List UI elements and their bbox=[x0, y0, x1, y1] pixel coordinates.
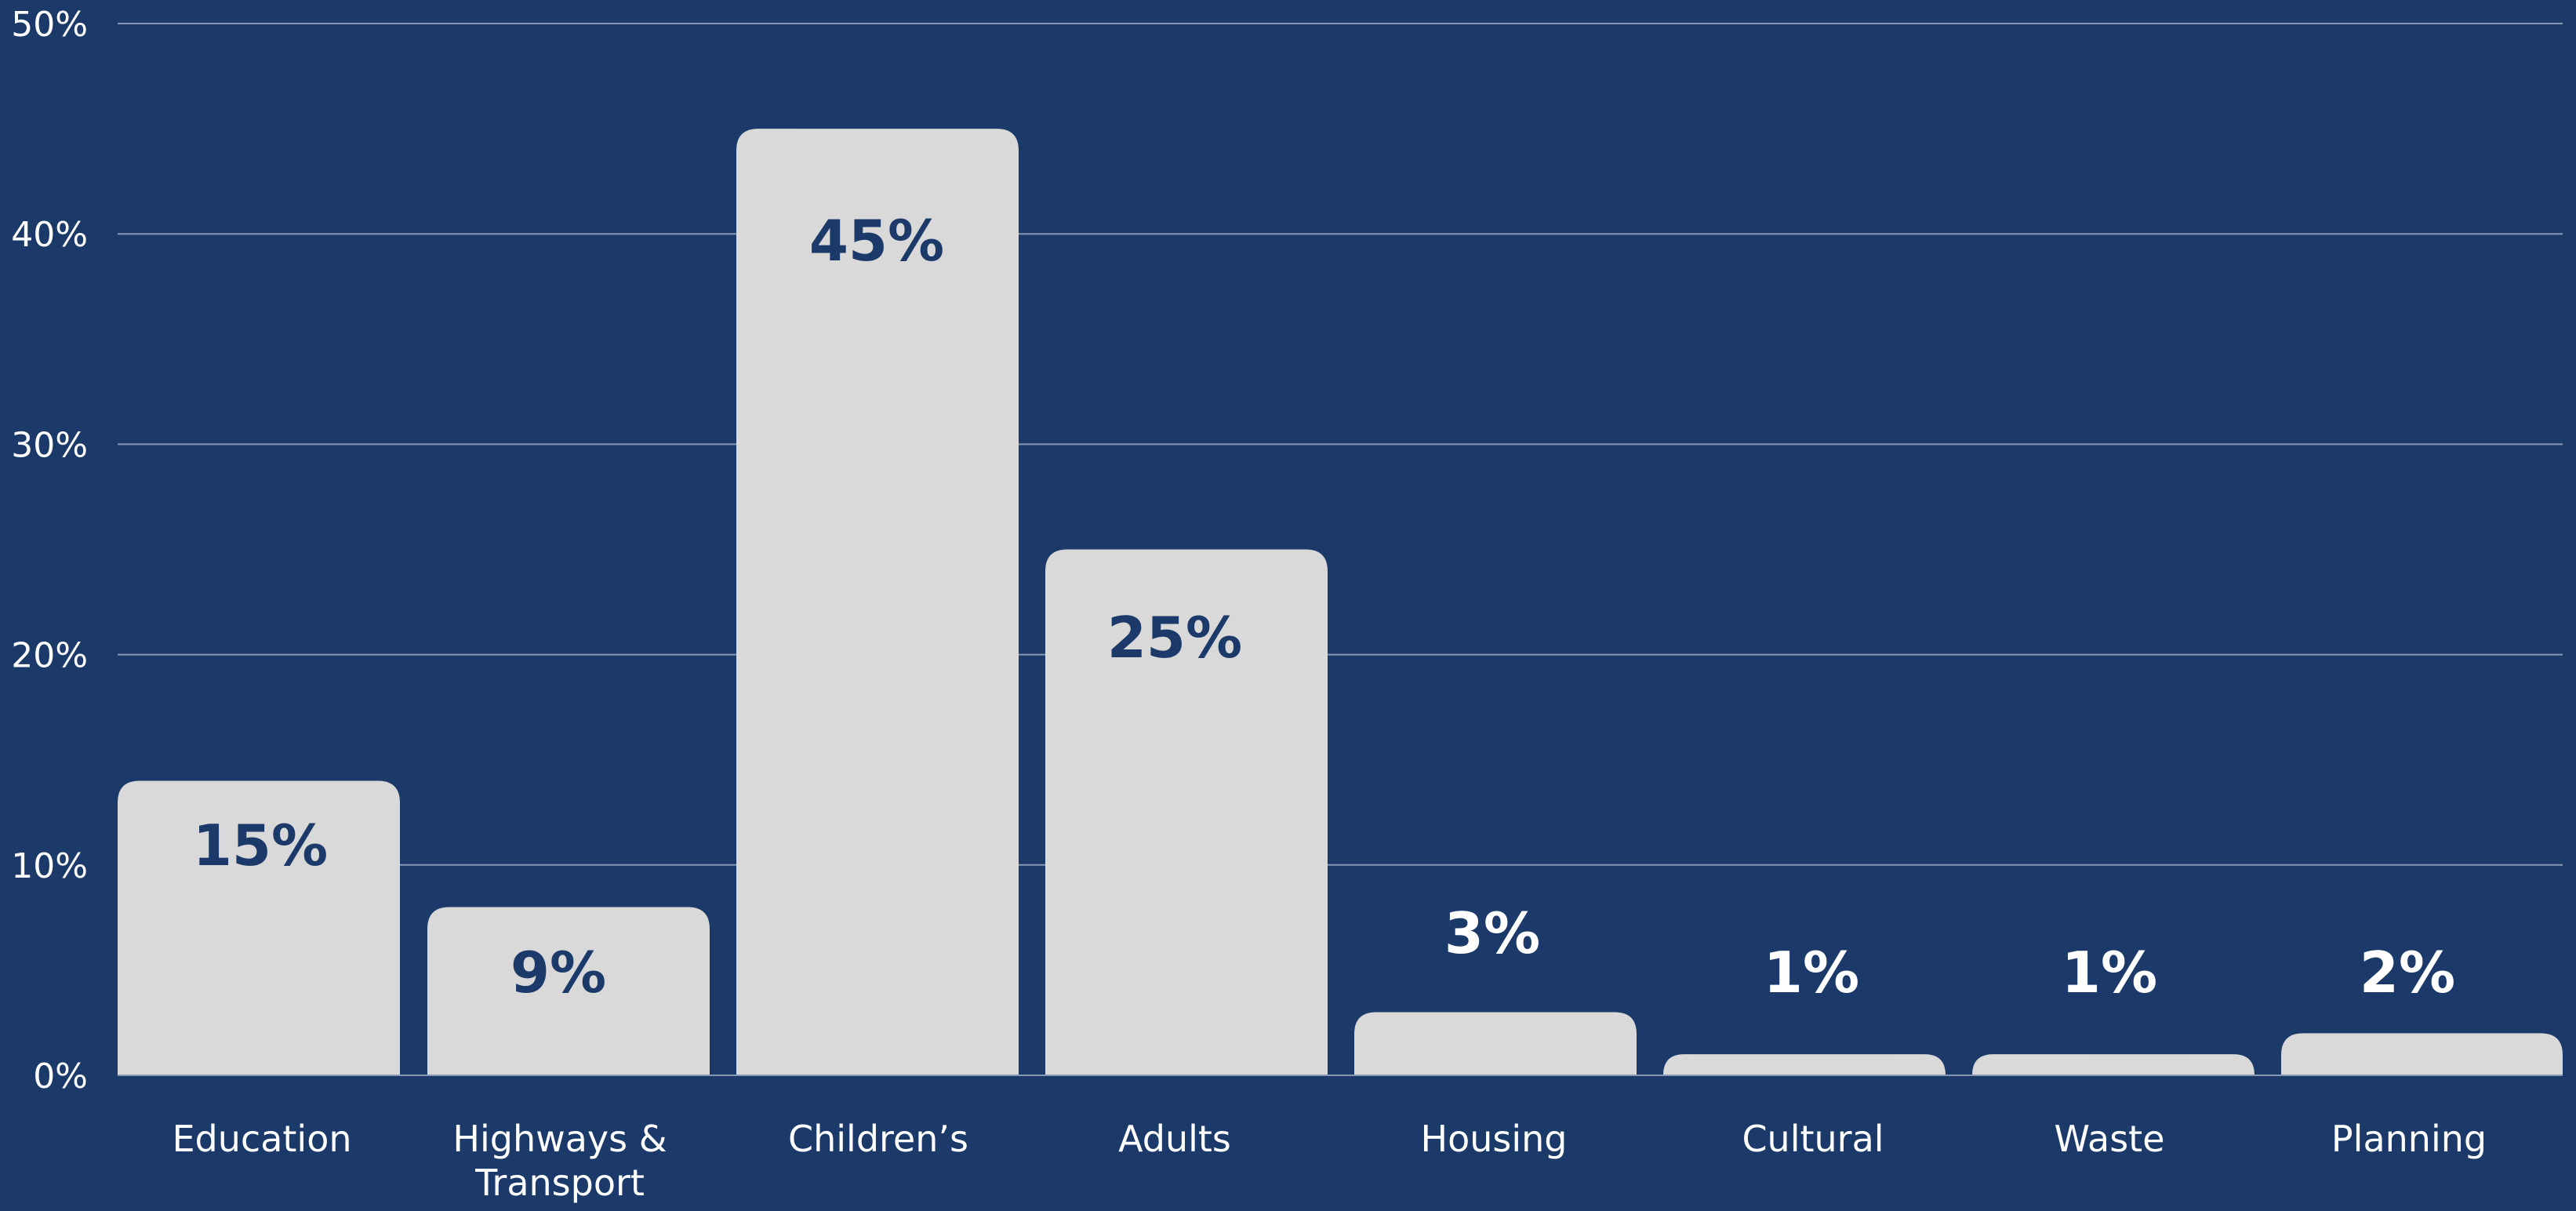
data-label: 1% bbox=[2062, 940, 2157, 1006]
x-tick-label-line: Transport bbox=[474, 1162, 645, 1204]
data-label: 25% bbox=[1107, 605, 1242, 671]
x-tick-label-line: Education bbox=[172, 1118, 351, 1160]
data-label: 15% bbox=[193, 813, 328, 878]
x-tick-label: Education bbox=[172, 1118, 351, 1160]
x-tick-label: Cultural bbox=[1742, 1118, 1884, 1160]
x-tick-label-line: Housing bbox=[1421, 1118, 1568, 1160]
data-label: 45% bbox=[809, 208, 944, 274]
y-tick-label: 40% bbox=[11, 215, 88, 255]
bar bbox=[427, 907, 710, 1075]
x-tick-label-line: Highways & bbox=[452, 1118, 667, 1160]
x-tick-label: Children’s bbox=[788, 1118, 968, 1160]
bar bbox=[118, 780, 400, 1075]
x-tick-label-line: Children’s bbox=[788, 1118, 968, 1160]
y-tick-label: 30% bbox=[11, 425, 88, 465]
x-tick-label-line: Planning bbox=[2331, 1118, 2487, 1160]
x-tick-label: Planning bbox=[2331, 1118, 2487, 1160]
y-tick-label: 0% bbox=[33, 1056, 88, 1096]
y-tick-label: 10% bbox=[11, 846, 88, 886]
bar bbox=[1045, 549, 1328, 1075]
x-tick-label: Waste bbox=[2054, 1118, 2164, 1160]
x-tick-label: Highways & Transport bbox=[452, 1118, 667, 1204]
bar bbox=[2281, 1033, 2563, 1075]
x-tick-label: Housing bbox=[1421, 1118, 1568, 1160]
y-tick-label: 20% bbox=[11, 636, 88, 676]
bar bbox=[736, 129, 1019, 1076]
data-label: 1% bbox=[1764, 940, 1859, 1006]
data-label: 3% bbox=[1444, 900, 1540, 966]
x-tick-label-line: Cultural bbox=[1742, 1118, 1884, 1160]
x-tick-label: Adults bbox=[1118, 1118, 1231, 1160]
gridlines bbox=[118, 23, 2563, 866]
x-tick-label-line: Waste bbox=[2054, 1118, 2164, 1160]
data-label: 2% bbox=[2360, 940, 2455, 1006]
bar bbox=[1663, 1054, 1946, 1075]
data-label: 9% bbox=[510, 940, 606, 1006]
x-tick-label-line: Adults bbox=[1118, 1118, 1231, 1160]
bar bbox=[1354, 1012, 1637, 1075]
bars bbox=[118, 129, 2563, 1076]
y-tick-label: 50% bbox=[11, 5, 88, 45]
bar bbox=[1972, 1054, 2254, 1075]
